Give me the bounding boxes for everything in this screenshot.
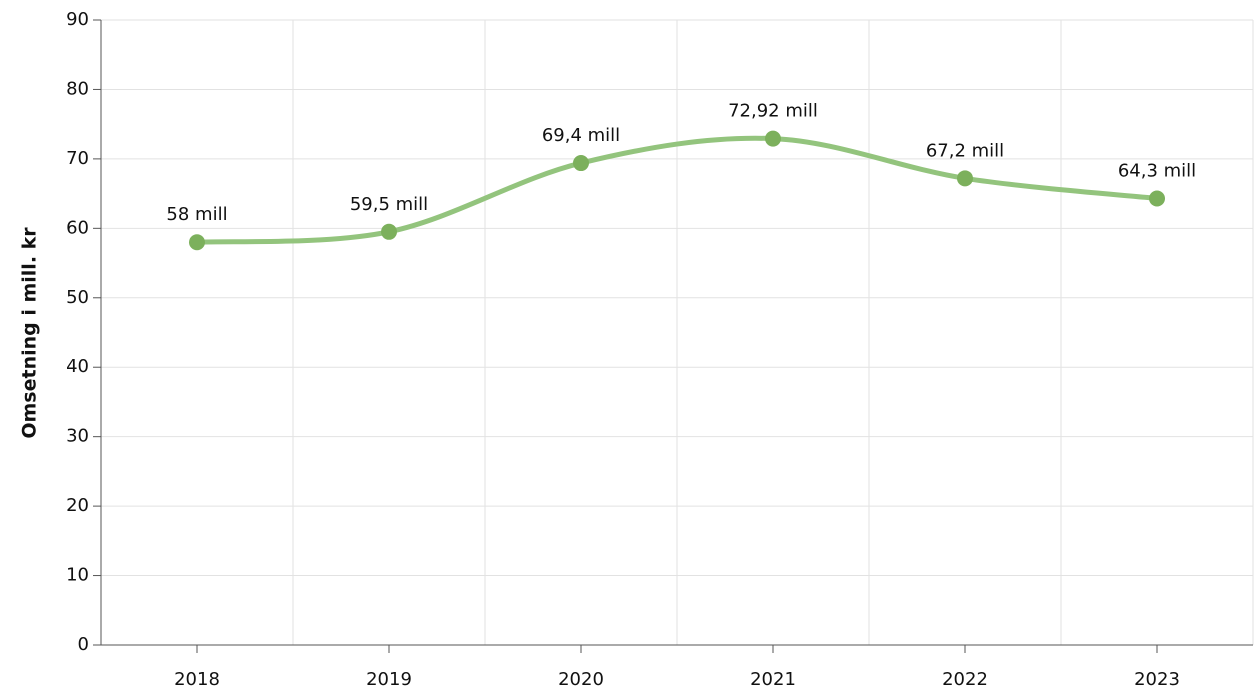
point xyxy=(189,234,205,251)
y-tick-label: 90 xyxy=(66,9,89,30)
y-tick-label: 20 xyxy=(66,495,89,516)
y-tick-label: 40 xyxy=(66,356,89,377)
point xyxy=(957,170,973,187)
y-tick-label: 30 xyxy=(66,426,89,447)
y-tick-label: 0 xyxy=(78,634,89,655)
x-tick-label: 2019 xyxy=(366,669,412,690)
data-label: 67,2 mill xyxy=(926,140,1004,161)
data-label: 72,92 mill xyxy=(728,101,818,122)
point xyxy=(1149,190,1165,207)
y-axis-label: Omsetning i mill. kr xyxy=(19,227,41,439)
y-tick-label: 80 xyxy=(66,78,89,99)
point xyxy=(573,155,589,172)
data-label: 58 mill xyxy=(166,204,227,225)
y-tick-label: 50 xyxy=(66,287,89,308)
data-label: 64,3 mill xyxy=(1118,160,1196,181)
y-tick-label: 10 xyxy=(66,565,89,586)
y-tick-label: 70 xyxy=(66,148,89,169)
y-tick-label: 60 xyxy=(66,217,89,238)
x-tick-label: 2020 xyxy=(558,669,604,690)
point xyxy=(765,130,781,147)
x-tick-label: 2023 xyxy=(1134,669,1180,690)
data-label: 69,4 mill xyxy=(542,125,620,146)
x-tick-label: 2021 xyxy=(750,669,796,690)
x-tick-label: 2022 xyxy=(942,669,988,690)
point xyxy=(381,223,397,240)
data-label: 59,5 mill xyxy=(350,194,428,215)
x-tick-label: 2018 xyxy=(174,669,220,690)
series-line xyxy=(194,135,1160,245)
